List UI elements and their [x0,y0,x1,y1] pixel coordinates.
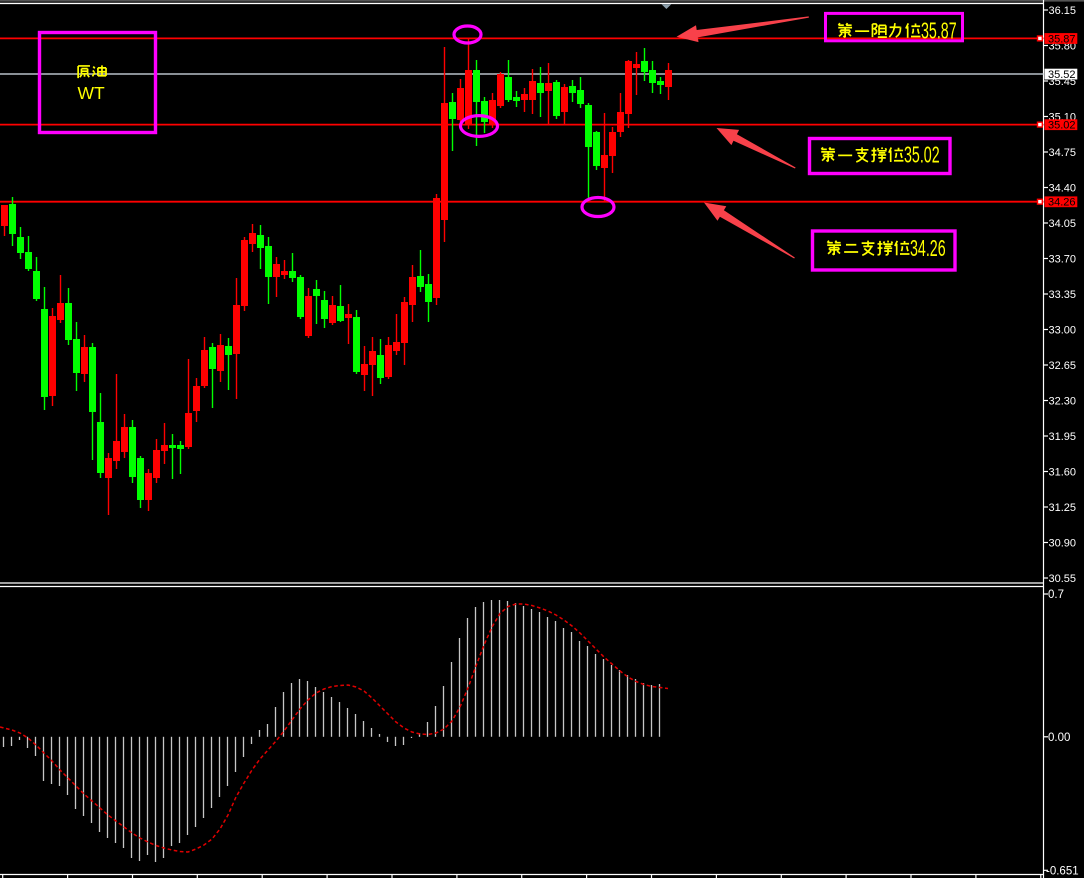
svg-text:35.87: 35.87 [921,19,957,44]
svg-text:32.65: 32.65 [1049,360,1077,372]
svg-text:34.40: 34.40 [1049,183,1077,195]
svg-text:30.90: 30.90 [1049,538,1077,550]
svg-text:33.00: 33.00 [1049,325,1077,337]
svg-text:0.00: 0.00 [1048,732,1070,744]
svg-text:35.87: 35.87 [1048,33,1076,45]
svg-text:36.15: 36.15 [1049,5,1077,17]
svg-text:31.60: 31.60 [1049,467,1077,479]
svg-text:35.52: 35.52 [1048,69,1076,81]
svg-text:33.70: 33.70 [1049,254,1077,266]
svg-text:35.02: 35.02 [1048,120,1076,132]
svg-text:34.26: 34.26 [1048,197,1076,209]
svg-text:32.30: 32.30 [1049,396,1077,408]
svg-text:31.25: 31.25 [1049,502,1077,514]
svg-text:35.02: 35.02 [904,143,940,168]
svg-text:0.7: 0.7 [1048,589,1064,601]
svg-text:33.35: 33.35 [1049,289,1077,301]
svg-text:WT: WT [78,83,106,103]
svg-text:34.05: 34.05 [1049,218,1077,230]
svg-text:34.26: 34.26 [910,237,946,262]
svg-text:-0.651: -0.651 [1046,865,1079,877]
svg-text:34.75: 34.75 [1049,147,1077,159]
svg-text:30.55: 30.55 [1049,573,1077,585]
svg-text:31.95: 31.95 [1049,431,1077,443]
